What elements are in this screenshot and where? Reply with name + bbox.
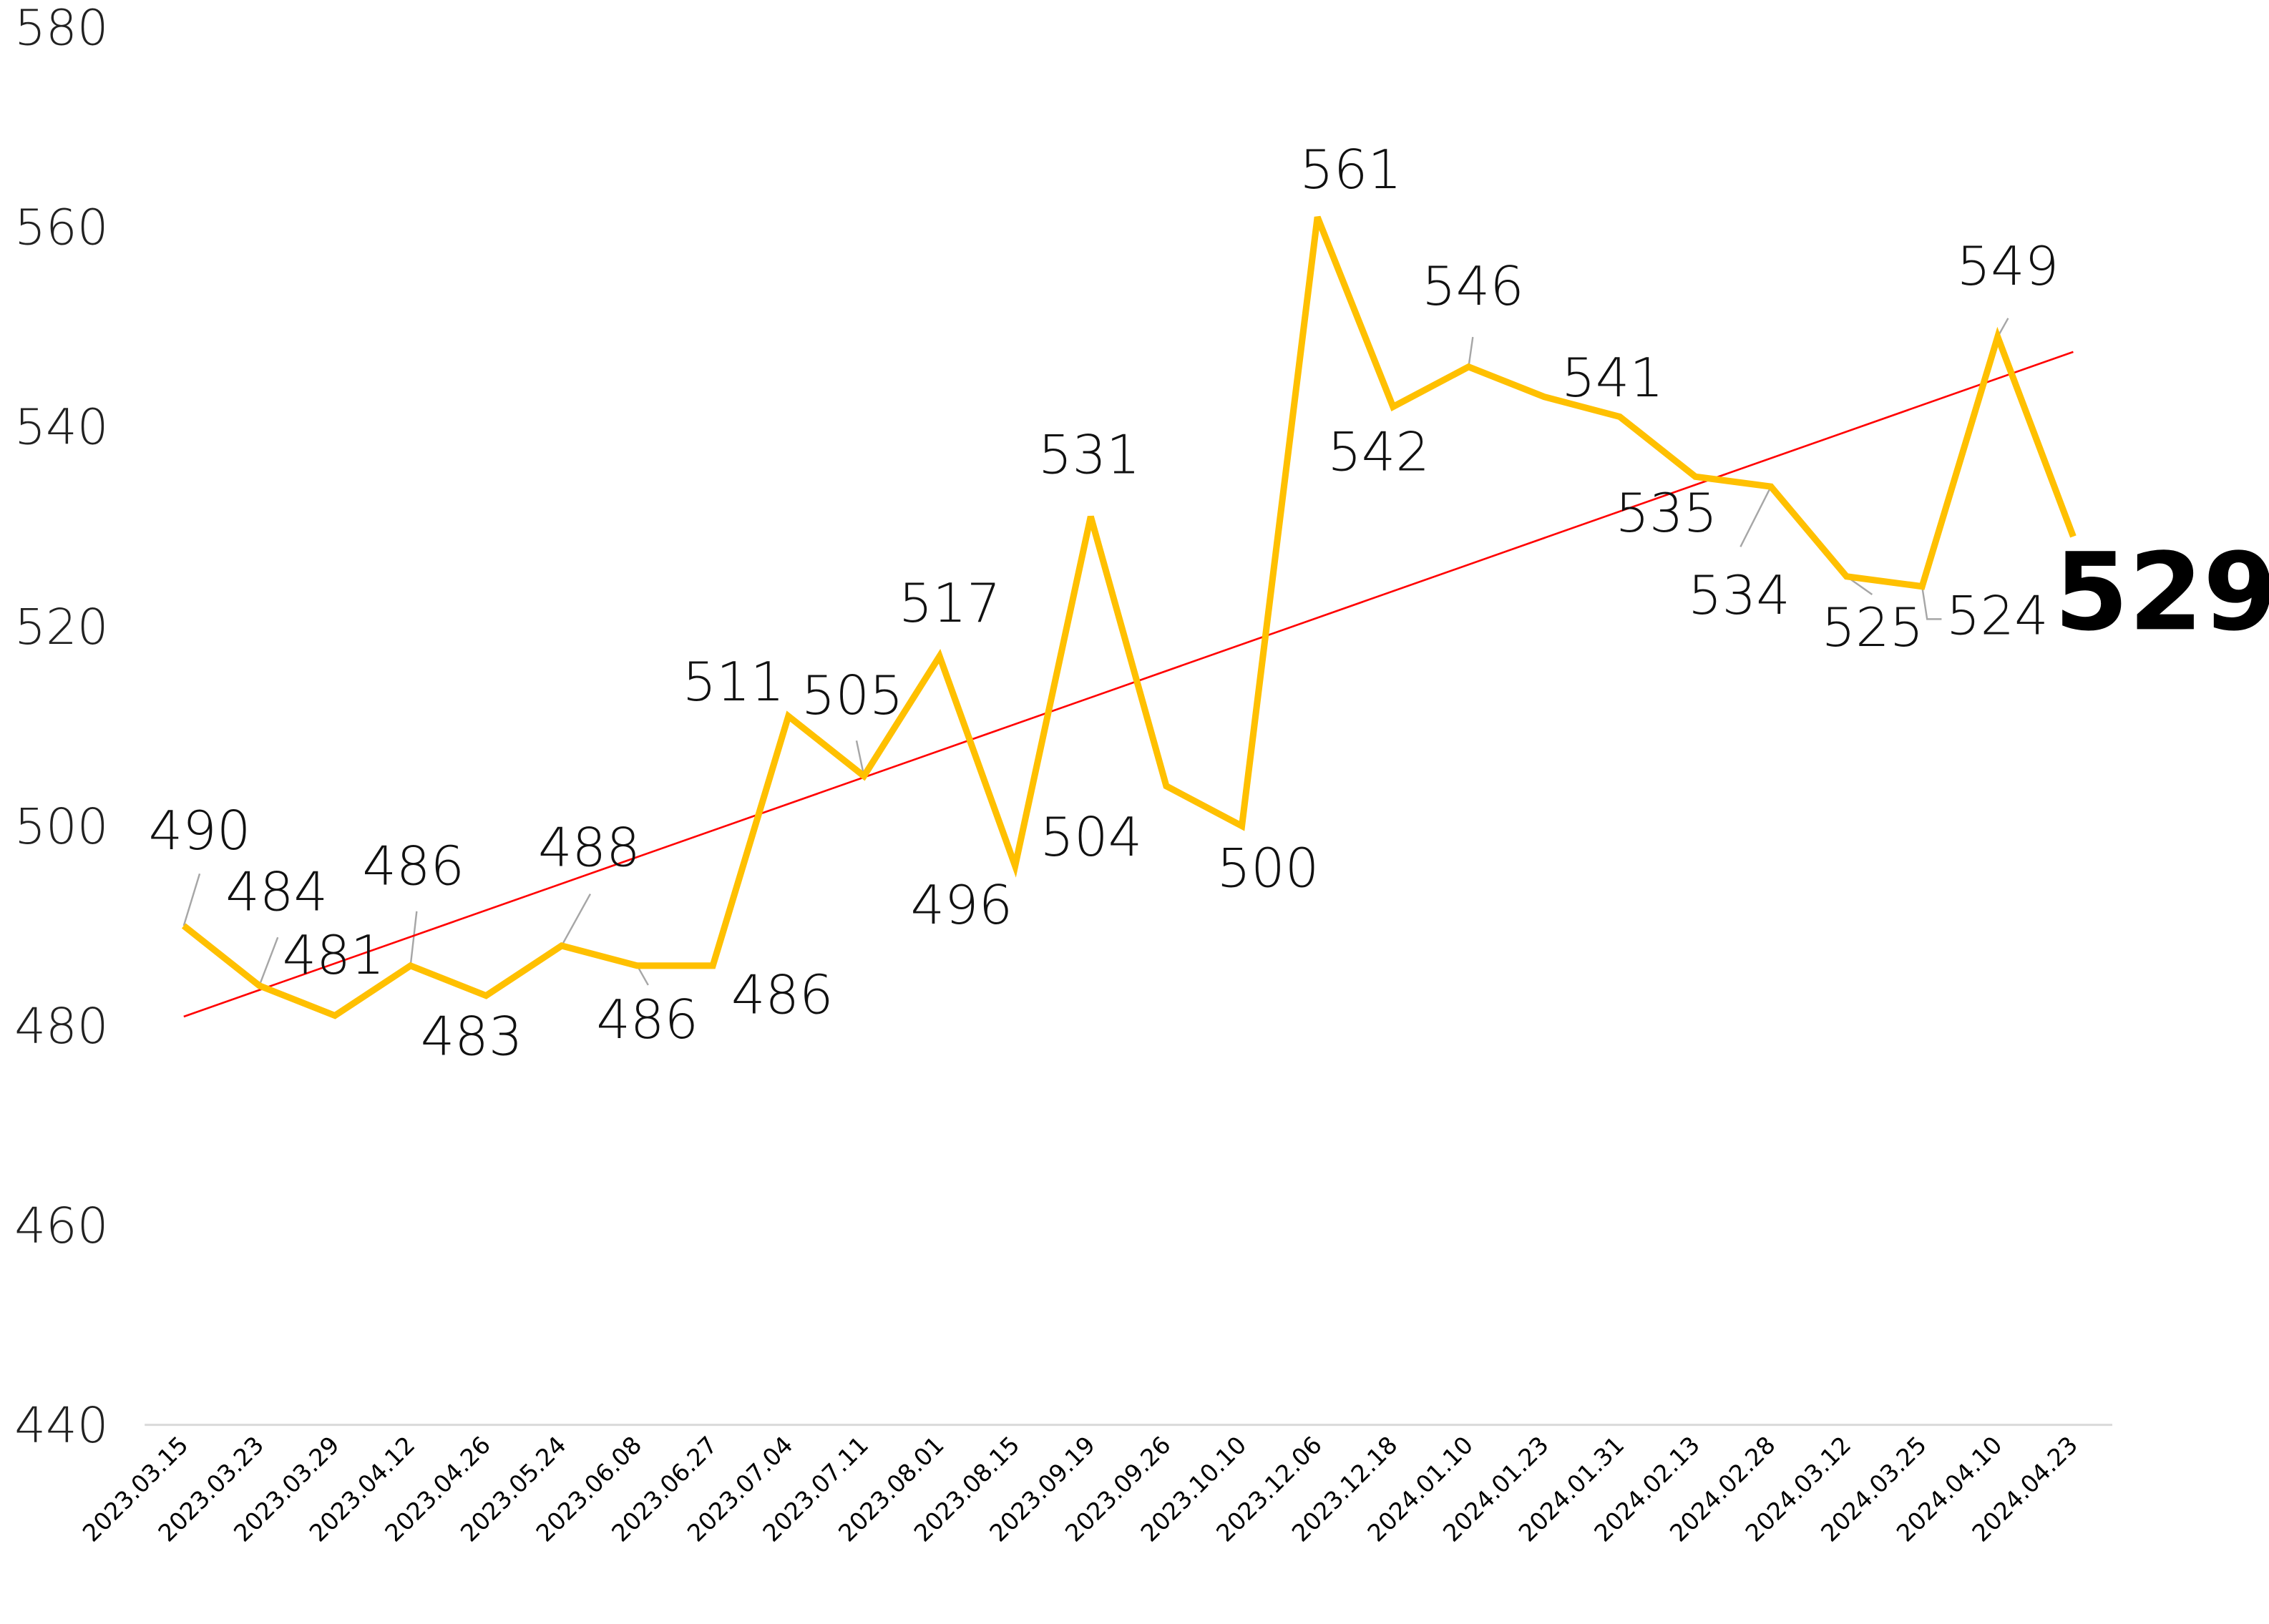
data-label: 549 <box>1957 235 2059 298</box>
trendline <box>183 351 2074 1018</box>
data-label: 486 <box>362 836 464 898</box>
data-label: 490 <box>149 800 251 862</box>
series-line <box>181 215 2077 1019</box>
data-label: 561 <box>1299 139 1402 201</box>
data-points <box>183 217 2074 1016</box>
leader-line <box>855 740 865 777</box>
y-axis: 440 460 480 500 520 540 560 580 <box>14 0 108 1454</box>
data-label: 517 <box>899 572 1001 635</box>
leader-line <box>1468 336 1474 367</box>
data-label: 535 <box>1615 482 1717 544</box>
leader-line <box>1739 486 1772 547</box>
data-label: 524 <box>1946 584 2049 647</box>
data-label: 546 <box>1422 255 1524 318</box>
leader-line <box>560 893 592 946</box>
last-value-label: 529 <box>2054 530 2269 655</box>
leader-line <box>1921 586 1942 620</box>
y-tick-label: 520 <box>14 599 108 656</box>
y-tick-label: 460 <box>14 1198 108 1255</box>
y-tick-label: 580 <box>14 0 108 57</box>
y-tick-label: 500 <box>14 798 108 856</box>
data-label: 504 <box>1040 806 1142 869</box>
data-label: 505 <box>801 665 904 727</box>
data-label: 525 <box>1822 597 1924 659</box>
y-tick-label: 480 <box>14 998 108 1055</box>
leader-lines <box>182 318 2009 987</box>
data-label: 542 <box>1327 421 1430 484</box>
leader-line <box>409 911 418 966</box>
data-label: 541 <box>1561 347 1664 409</box>
data-label: 486 <box>731 964 834 1027</box>
data-label: 531 <box>1038 424 1141 486</box>
data-label: 534 <box>1688 564 1790 627</box>
data-label: 511 <box>683 651 785 713</box>
leader-line <box>182 873 201 926</box>
data-label: 500 <box>1217 837 1319 899</box>
y-tick-label: 440 <box>14 1397 108 1454</box>
data-label: 488 <box>538 817 640 879</box>
data-label: 496 <box>910 874 1012 936</box>
data-label: 486 <box>596 989 698 1051</box>
y-tick-label: 560 <box>14 200 108 257</box>
data-label: 483 <box>421 1006 523 1068</box>
data-label: 481 <box>283 924 385 987</box>
y-tick-label: 540 <box>14 399 108 456</box>
leader-line <box>258 936 279 987</box>
data-label: 484 <box>225 861 328 924</box>
x-axis: 2023.03.152023.03.232023.03.292023.04.12… <box>77 1431 2083 1547</box>
